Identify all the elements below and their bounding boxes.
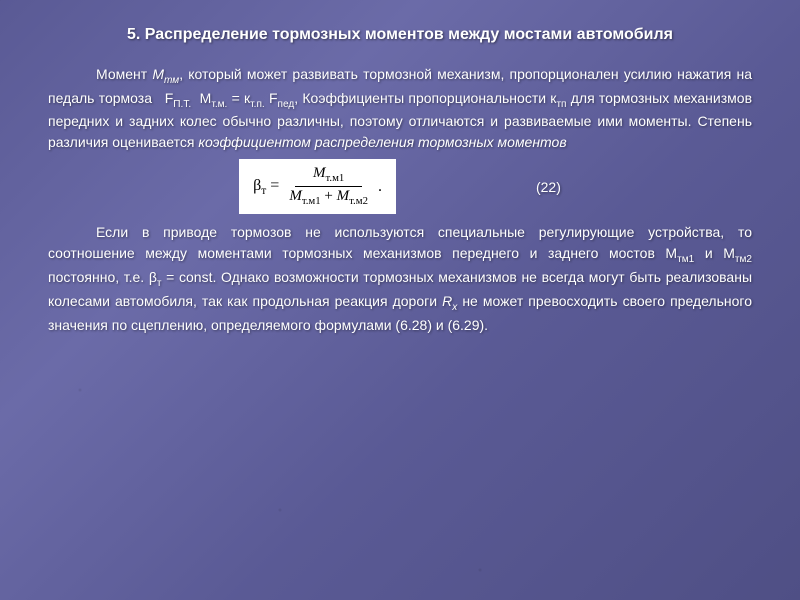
f-dot: .: [378, 178, 382, 196]
p1-sub4: т.п.: [250, 98, 265, 109]
formula-box: βт = Mт.м1 Mт.м1 + Mт.м2 .: [239, 159, 396, 214]
equation-number: (22): [536, 179, 561, 195]
p2-text-c: постоянно, т.е. β: [48, 269, 157, 285]
p1-symbol: Мтм: [152, 66, 179, 82]
p2-sub1: тм1: [677, 254, 694, 265]
p1-text-d: = к: [227, 90, 250, 106]
f-num: M: [313, 165, 326, 181]
slide-content: 5. Распределение тормозных моментов межд…: [0, 0, 800, 600]
f-den-b: M: [337, 188, 350, 204]
p1-sub2: П.Т.: [173, 98, 191, 109]
p1-text-f: , Коэффициенты пропорциональности к: [294, 90, 556, 106]
formula-lhs: βт =: [253, 177, 279, 197]
p1-sym-main: М: [152, 66, 164, 82]
fraction-numerator: Mт.м1: [295, 165, 362, 187]
f-den-a: M: [289, 188, 302, 204]
formula-row: βт = Mт.м1 Mт.м1 + Mт.м2 . (22): [48, 159, 752, 214]
p1-sym-sub: тм: [164, 74, 179, 85]
p1-sub3: т.м.: [211, 98, 227, 109]
p1-text-h: коэффициентом распределения тормозных мо…: [198, 134, 566, 150]
p2-text-b: и М: [694, 245, 735, 261]
f-den-b-sub: т.м2: [349, 195, 368, 207]
slide-title: 5. Распределение тормозных моментов межд…: [48, 24, 752, 46]
paragraph-2: Если в приводе тормозов не используются …: [48, 222, 752, 336]
p1-text-e: F: [265, 90, 278, 106]
paragraph-1: Момент Мтм, который может развивать торм…: [48, 64, 752, 154]
formula-fraction: Mт.м1 Mт.м1 + Mт.м2: [285, 165, 372, 208]
p2-sym-main: R: [442, 293, 452, 309]
fraction-denominator: Mт.м1 + Mт.м2: [285, 187, 372, 208]
p1-sub5: пед: [278, 98, 295, 109]
p1-sub6: тп: [556, 98, 566, 109]
p2-sym: Rx: [442, 293, 457, 309]
p2-text-a: Если в приводе тормозов не используются …: [48, 224, 752, 261]
f-lhs-sub: т: [261, 185, 266, 197]
f-num-sub: т.м1: [325, 172, 344, 184]
p1-text-a: Момент: [96, 66, 152, 82]
f-den-a-sub: т.м1: [302, 195, 321, 207]
p1-text-c: М: [191, 90, 211, 106]
p2-sub2: тм2: [735, 254, 752, 265]
f-plus: +: [321, 188, 337, 204]
